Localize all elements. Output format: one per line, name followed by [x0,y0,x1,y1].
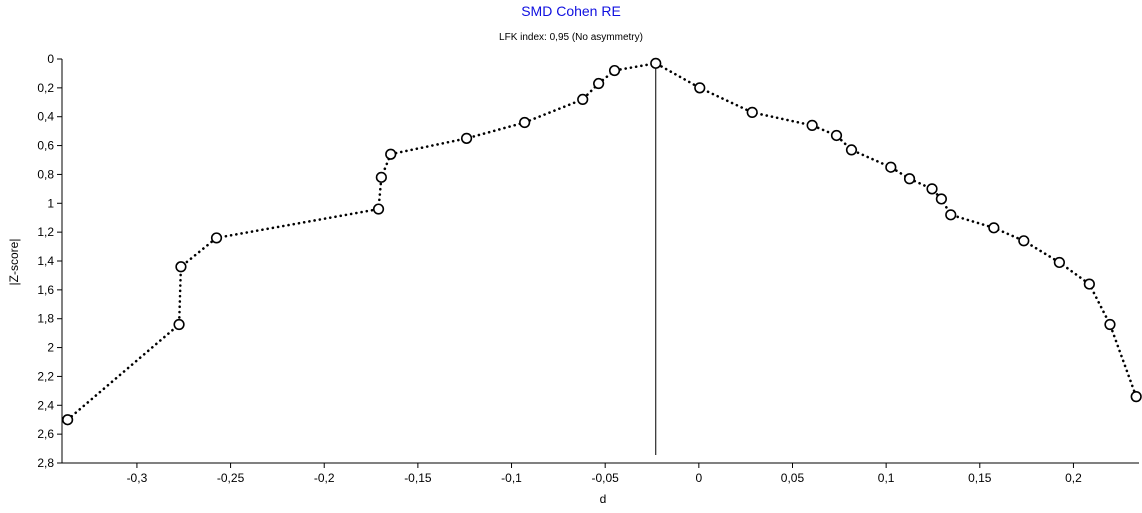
data-point [845,144,858,156]
data-point [1018,235,1030,247]
y-tick-label: 1,6 [37,283,54,297]
data-point [885,161,897,173]
x-tick-label: 0,1 [878,471,895,485]
data-point [746,106,758,118]
data-point [375,171,387,183]
series-line [66,61,1138,422]
x-tick-label: -0,15 [404,471,432,485]
x-tick-label: 0,2 [1065,471,1082,485]
x-axis-label: d [599,492,607,506]
data-point [577,93,589,105]
x-tick-label: -0,2 [314,471,335,485]
data-point [1104,318,1116,331]
y-tick-label: 2,6 [37,427,54,441]
data-point [694,82,706,94]
data-point [830,129,843,142]
data-point [1053,256,1065,269]
y-tick-label: 1,2 [37,225,54,239]
x-tick-label: -0,1 [501,471,522,485]
data-point [519,116,531,129]
y-tick-label: 1,4 [37,254,54,268]
x-tick-label: 0 [695,471,702,485]
data-point [62,414,74,426]
y-tick-label: 2,8 [37,456,54,470]
data-point [1083,278,1095,290]
x-tick-label: 0,15 [968,471,992,485]
data-point [806,119,818,131]
axes: 0 0,2 0,4 0,6 0,8 1 1,2 1,4 1,6 1,8 2 2,2 2,4 2,6 2,8 -… [37,52,1139,485]
x-tick-label: -0,05 [592,471,620,485]
data-point [903,173,916,185]
data-point [385,148,397,160]
y-tick-label: 1 [47,196,54,210]
y-tick-label: 1,8 [37,312,54,326]
y-tick-label: 0,8 [37,167,54,181]
data-point [935,193,947,205]
connecting-line-group [66,61,1138,422]
y-tick-label: 2,2 [37,369,54,383]
data-point [460,132,473,144]
x-tick-label: -0,3 [127,471,148,485]
y-tick-label: 0,6 [37,139,54,153]
chart-subtitle: LFK index: 0,95 (No asymmetry) [499,32,643,43]
data-point [988,222,1000,234]
y-tick-label: 0 [47,52,54,66]
y-tick-label: 2 [47,341,54,355]
data-point [1130,391,1142,403]
data-point [175,261,187,273]
data-point [926,183,938,195]
data-point [173,318,185,331]
data-point [372,203,385,215]
data-point [650,57,662,69]
x-tick-label: -0,25 [217,471,245,485]
data-point [210,232,223,244]
y-tick-label: 2,4 [37,398,54,412]
y-tick-label: 0,4 [37,110,54,124]
y-tick-label: 0,2 [37,81,54,95]
data-point [608,64,621,77]
x-tick-label: 0,05 [781,471,805,485]
chart-title: SMD Cohen RE [521,3,621,19]
data-point [593,77,605,90]
points-group [62,57,1142,426]
data-point [945,209,957,221]
